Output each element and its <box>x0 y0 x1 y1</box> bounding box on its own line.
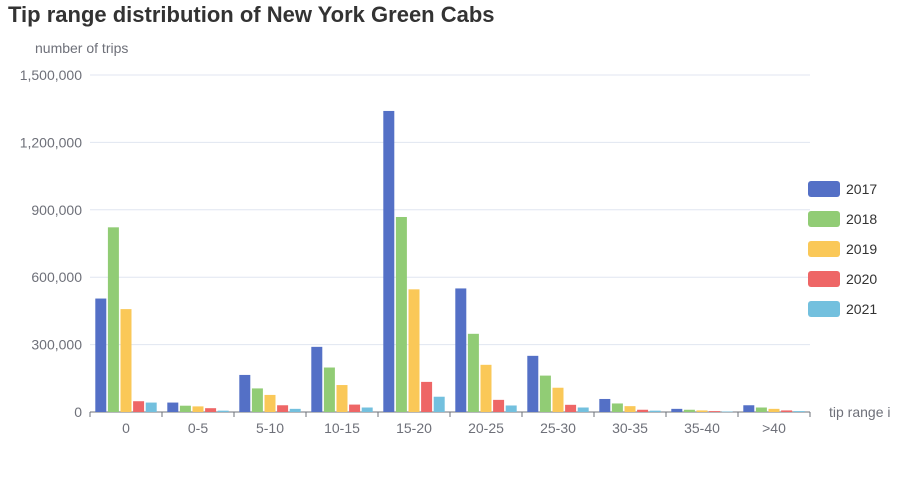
bar-2018 <box>323 367 335 412</box>
y-tick-label: 300,000 <box>31 337 82 353</box>
bar-2017 <box>671 408 683 412</box>
bar-2017 <box>239 374 251 412</box>
bar-2019 <box>696 410 708 412</box>
x-tick-label: 0-5 <box>188 420 208 436</box>
legend-label: 2020 <box>846 271 877 287</box>
bar-2020 <box>781 410 793 412</box>
bar-2021 <box>217 410 229 412</box>
bar-2017 <box>455 288 467 412</box>
y-tick-label: 0 <box>74 404 82 420</box>
bar-2018 <box>467 333 479 412</box>
legend-label: 2018 <box>846 211 877 227</box>
bar-2018 <box>179 405 191 412</box>
bar-2020 <box>421 381 433 412</box>
y-tick-label: 900,000 <box>31 202 82 218</box>
bar-2019 <box>336 385 348 412</box>
legend-label: 2017 <box>846 181 877 197</box>
x-tick-label: 5-10 <box>256 420 284 436</box>
bar-2018 <box>755 407 767 412</box>
legend-label: 2019 <box>846 241 877 257</box>
bar-2017 <box>167 402 179 412</box>
chart-title: Tip range distribution of New York Green… <box>8 2 495 27</box>
bar-2020 <box>277 405 289 412</box>
bar-2021 <box>577 407 589 412</box>
bar-2021 <box>649 410 661 412</box>
bar-2021 <box>289 408 301 412</box>
legend-swatch <box>808 271 840 287</box>
x-tick-label: 35-40 <box>684 420 720 436</box>
bar-2018 <box>107 227 119 412</box>
legend-swatch <box>808 211 840 227</box>
bar-2021 <box>145 402 157 412</box>
bar-2017 <box>743 405 755 412</box>
x-tick-label: 0 <box>122 420 130 436</box>
bar-2018 <box>395 216 407 412</box>
y-tick-label: 1,500,000 <box>20 67 82 83</box>
bar-2017 <box>599 398 611 412</box>
bar-2018 <box>539 375 551 412</box>
bar-2021 <box>433 396 445 412</box>
bar-2021 <box>361 407 373 412</box>
x-tick-label: 20-25 <box>468 420 504 436</box>
x-tick-label: 30-35 <box>612 420 648 436</box>
bar-2017 <box>95 298 107 412</box>
bar-2021 <box>721 411 733 413</box>
bar-2018 <box>683 409 695 412</box>
legend-label: 2021 <box>846 301 877 317</box>
bar-2019 <box>408 289 420 412</box>
x-tick-label: >40 <box>762 420 786 436</box>
bar-2017 <box>527 355 539 412</box>
bar-2020 <box>493 399 505 412</box>
y-axis-label: number of trips <box>35 40 128 56</box>
bar-2021 <box>793 411 805 412</box>
x-axis-label: tip range i <box>829 404 890 420</box>
bar-2020 <box>349 404 361 412</box>
x-tick-label: 10-15 <box>324 420 360 436</box>
x-tick-label: 15-20 <box>396 420 432 436</box>
bar-2018 <box>251 388 263 412</box>
bar-2020 <box>133 401 145 412</box>
bar-2021 <box>505 405 517 412</box>
y-tick-label: 1,200,000 <box>20 134 82 150</box>
x-tick-label: 25-30 <box>540 420 576 436</box>
bar-2020 <box>205 408 217 412</box>
legend-swatch <box>808 181 840 197</box>
bar-2017 <box>311 346 323 412</box>
bar-2020 <box>565 404 577 412</box>
bar-2019 <box>264 394 276 412</box>
bar-2020 <box>709 411 721 412</box>
bar-2019 <box>120 309 132 412</box>
y-tick-label: 600,000 <box>31 269 82 285</box>
legend-swatch <box>808 301 840 317</box>
bar-2020 <box>637 409 649 412</box>
legend-swatch <box>808 241 840 257</box>
bar-2018 <box>611 403 623 412</box>
bar-2019 <box>624 406 636 412</box>
bar-2017 <box>383 110 395 413</box>
bar-2019 <box>552 387 564 412</box>
bar-2019 <box>480 364 492 412</box>
bar-2019 <box>768 408 780 412</box>
bar-2019 <box>192 406 204 412</box>
